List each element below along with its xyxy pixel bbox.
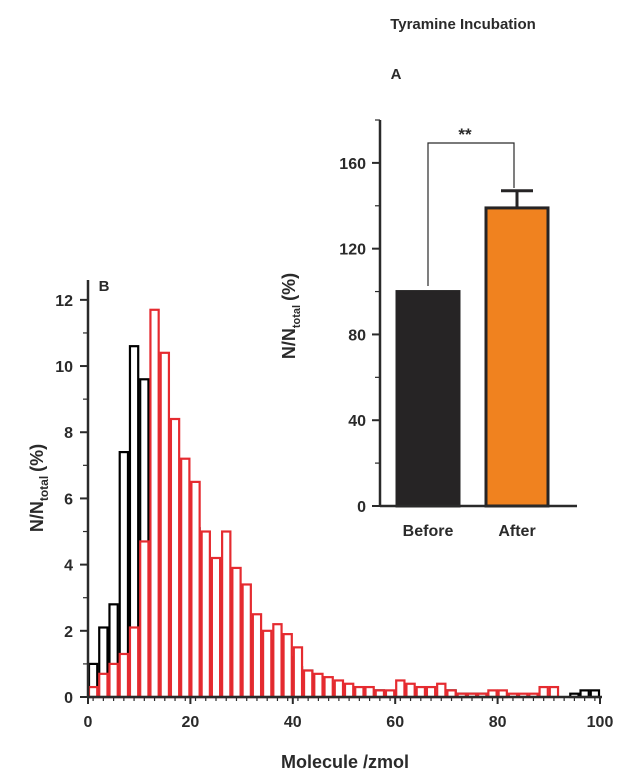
panel-b-y-tick-label: 10 [55,359,73,376]
panel-b-x-axis-title: Molecule /zmol [281,752,409,772]
red-series-bar [354,685,365,699]
red-series-bar [159,351,171,699]
panel-a-y-tick-label: 40 [348,413,366,430]
bar-after [484,206,550,508]
red-series-bar [87,685,99,699]
red-series-bar [108,662,119,699]
red-series-bar [364,685,375,699]
red-series-bar [415,685,427,699]
red-series-bar [241,583,252,699]
panel-b-y-tick-label: 2 [64,624,73,641]
panel-b-y-tick-label: 6 [64,491,73,508]
red-series-bar [548,685,560,699]
panel-a-y-tick-label: 0 [357,499,366,516]
panel-b-x-tick-label: 80 [489,714,507,731]
red-series-bar [313,672,324,699]
panel-b-x-tick-label: 0 [84,714,93,731]
category-label-after: After [498,523,535,540]
red-series-bar [118,652,130,699]
red-series-bar [538,685,549,699]
red-series-bar [302,669,314,699]
red-series-bar [190,480,201,699]
panel-a-ticks: 0 40 80 120 160 [339,119,380,516]
red-series-bar [395,679,406,699]
panel-b-x-tick-label: 20 [182,714,200,731]
panel-a-label: A [391,66,402,83]
red-series-bar [210,556,222,699]
red-series-bar [139,540,150,699]
red-series-bar [333,679,345,699]
red-series-bar [169,417,181,699]
panel-a-y-tick-label: 80 [348,327,366,344]
panel-a-y-tick-label: 160 [339,156,366,173]
panel-a-bars: Before After [395,189,550,540]
panel-b-axes [86,280,602,699]
red-series-bar [292,646,304,699]
red-series-bar [231,566,242,699]
bar-before [395,290,461,508]
panel-b-x-tick-label: 60 [386,714,404,731]
significance-bracket-line [427,142,515,286]
red-series-bar [200,530,211,699]
red-series-bar [128,626,140,699]
panel-b-y-axis-title: N/Ntotal(%) [27,444,51,532]
red-series-bar [261,629,273,699]
red-series-bar [180,457,191,699]
category-label-before: Before [403,523,454,540]
red-series-bar [98,672,109,699]
panel-b-x-tick-label: 40 [284,714,302,731]
red-series-bar [272,623,283,699]
panel-b-y-tick-label: 0 [64,690,73,707]
significance-stars: ** [458,125,472,144]
red-series-bar [251,613,263,699]
red-series-bar [221,530,232,699]
panel-b-ticks: 0 20 40 60 80 100 0 2 4 6 8 10 12 [55,293,613,731]
panel-b-y-tick-label: 8 [64,425,73,442]
panel-b-y-tick-label: 4 [64,558,73,575]
panel-a-y-axis-title: N/Ntotal(%) [279,273,303,359]
panel-b-histogram: B 0 20 40 60 80 100 0 2 4 6 8 10 12 Molecule /zmol N… [27,278,613,772]
red-series-bar [425,685,437,699]
red-series-bar [405,682,416,699]
figure-title: Tyramine Incubation [390,16,536,33]
panel-b-label: B [99,278,110,295]
red-series-bar [149,308,160,699]
red-series-bar [343,682,355,699]
panel-b-y-tick-label: 12 [55,293,73,310]
red-series-bar [436,682,447,699]
panel-a-bar-chart: A Before After 0 40 80 120 160 ** N/Ntotal(%) [276,66,586,550]
panel-b-x-tick-label: 100 [587,714,614,731]
red-series-bar [323,676,334,699]
red-series-bar [282,633,293,699]
panel-a-y-tick-label: 120 [339,242,366,259]
significance-bracket: ** [427,125,515,286]
panel-a-axes [378,120,577,508]
